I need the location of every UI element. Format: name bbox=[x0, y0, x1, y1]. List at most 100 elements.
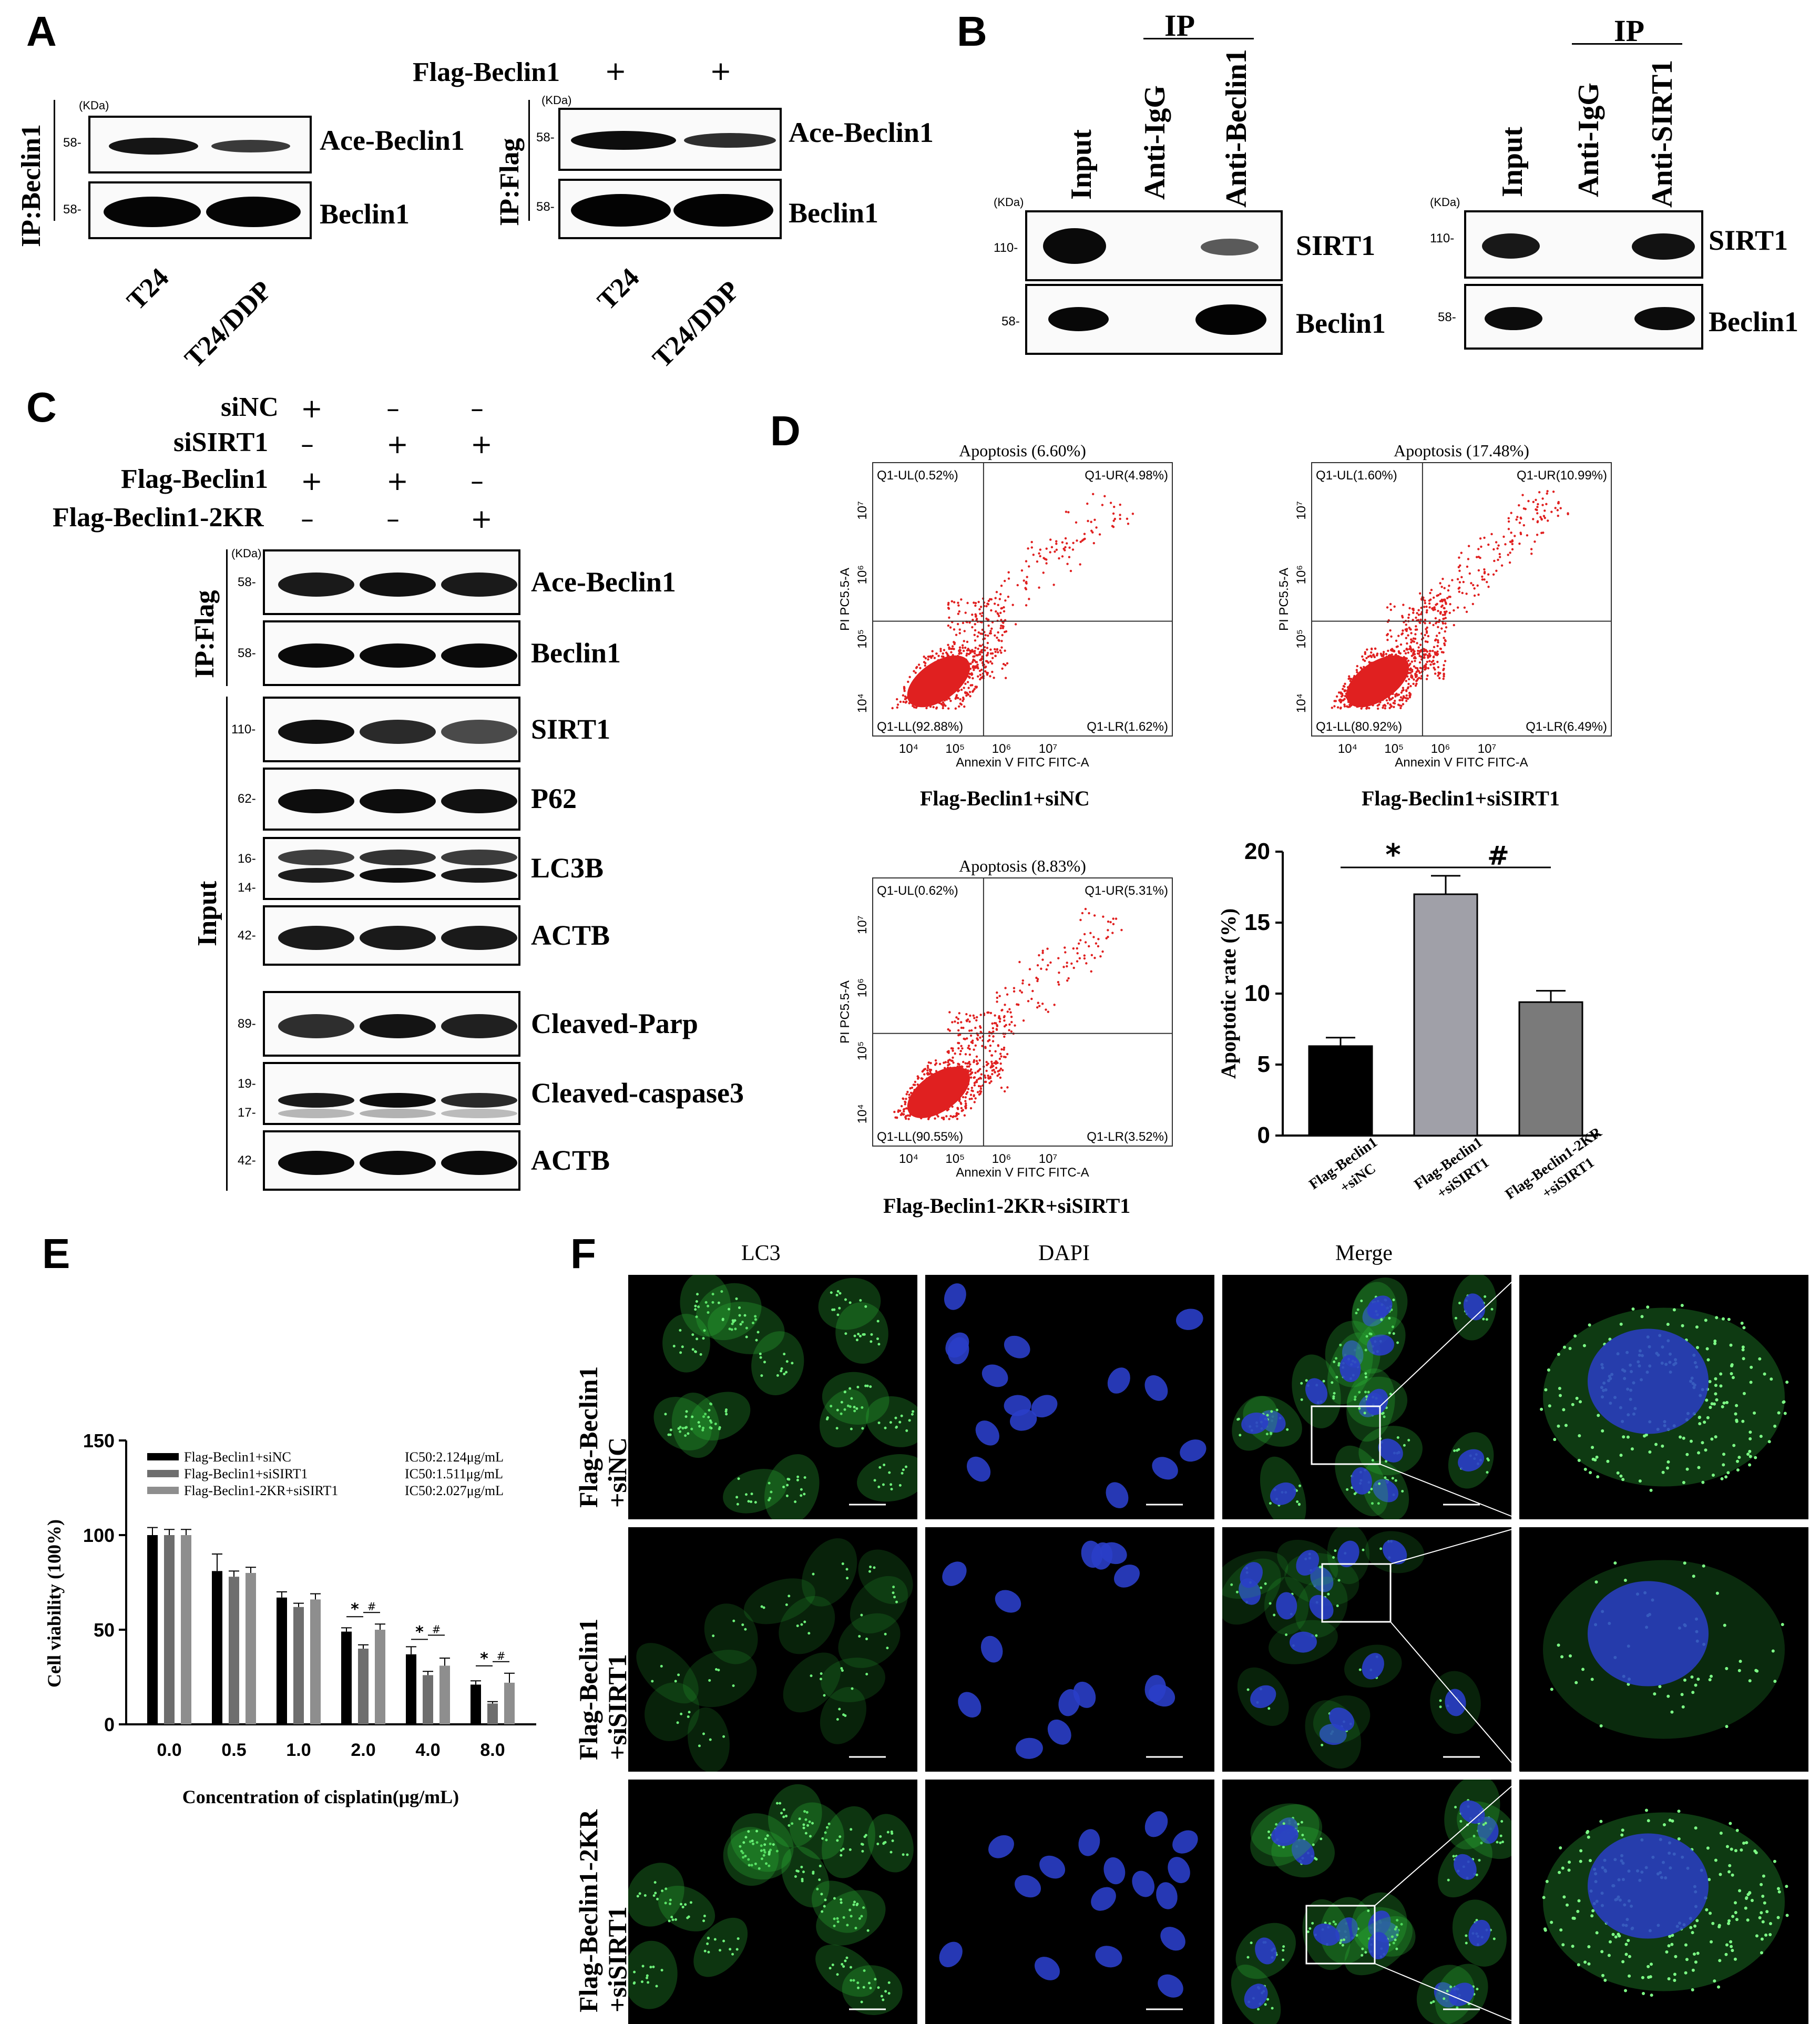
lc3-puncta bbox=[1705, 1908, 1709, 1911]
lc3-puncta bbox=[1583, 1467, 1587, 1471]
lc3-puncta bbox=[845, 1568, 848, 1571]
lc3-puncta bbox=[1305, 1379, 1308, 1382]
scatter-point bbox=[1443, 637, 1445, 639]
scatter-point bbox=[986, 647, 989, 649]
scatter-point bbox=[1515, 518, 1518, 521]
scatter-point bbox=[1490, 533, 1493, 536]
mw-b-right-1: 110- bbox=[1430, 231, 1455, 246]
scatter-point bbox=[1003, 1035, 1006, 1038]
scatter-point bbox=[1479, 557, 1481, 559]
lc3-puncta bbox=[669, 1433, 672, 1436]
nucleus bbox=[1291, 1839, 1315, 1865]
lc3-puncta bbox=[860, 1613, 863, 1617]
scatter-point bbox=[966, 652, 968, 655]
lc3-puncta bbox=[912, 1410, 915, 1413]
lc3-puncta bbox=[722, 1735, 725, 1738]
lc3-puncta bbox=[889, 1483, 893, 1486]
scatter-point bbox=[958, 1012, 960, 1015]
x-tick-label: 2.0 bbox=[351, 1740, 375, 1760]
scatter-point bbox=[976, 635, 979, 638]
lc3-puncta bbox=[883, 1841, 886, 1844]
ip-label-a-right: IP:Flag bbox=[495, 138, 525, 226]
scatter-point bbox=[913, 670, 915, 672]
scatter-point bbox=[1417, 649, 1419, 652]
nucleus bbox=[1144, 1375, 1168, 1401]
scatter-point bbox=[1502, 535, 1505, 538]
scatter-point bbox=[1414, 660, 1416, 662]
lc3-puncta bbox=[1690, 1675, 1694, 1679]
lc3-puncta bbox=[1391, 1477, 1394, 1480]
lc3-puncta bbox=[1354, 1395, 1357, 1398]
scatter-point bbox=[1045, 562, 1048, 565]
lc3-puncta bbox=[772, 1843, 775, 1846]
lc3-puncta bbox=[1770, 1377, 1773, 1381]
scatter-point bbox=[1030, 546, 1034, 549]
lc3-puncta bbox=[1745, 1841, 1749, 1845]
y-tick-label: 50 bbox=[94, 1619, 115, 1641]
scatter-point bbox=[1389, 629, 1392, 632]
scatter-point bbox=[973, 1095, 975, 1098]
scatter-point bbox=[1399, 652, 1402, 655]
input-label-c: Input bbox=[192, 881, 222, 946]
lc3-puncta bbox=[854, 1927, 857, 1929]
lc3-puncta bbox=[836, 1973, 839, 1976]
scatter-point bbox=[1519, 531, 1522, 534]
scatter-point bbox=[1447, 589, 1450, 592]
x-axis-label: Annexin V FITC FITC-A bbox=[1395, 755, 1528, 770]
lc3-puncta bbox=[794, 1500, 797, 1504]
scatter-point bbox=[1437, 594, 1440, 597]
scatter-point bbox=[1416, 678, 1419, 680]
scatter-point bbox=[956, 622, 959, 626]
scatter-point bbox=[1445, 626, 1448, 629]
scatter-point bbox=[1025, 560, 1028, 563]
band bbox=[360, 643, 436, 668]
scatter-point bbox=[973, 667, 976, 669]
scatter-point bbox=[1443, 664, 1445, 667]
lc3-puncta bbox=[796, 1870, 800, 1873]
scatter-point bbox=[1434, 639, 1437, 642]
lc3-puncta bbox=[1771, 1649, 1775, 1653]
scatter-point bbox=[1023, 579, 1025, 582]
lc3-puncta bbox=[1478, 1859, 1481, 1862]
legend-swatch bbox=[147, 1470, 179, 1477]
lc3-puncta bbox=[708, 1408, 711, 1412]
scatter-point bbox=[1458, 581, 1461, 584]
lc3-puncta bbox=[1630, 1447, 1634, 1451]
scatter-point bbox=[1000, 625, 1003, 627]
scatter-point bbox=[1441, 577, 1444, 580]
lc3-puncta bbox=[709, 1738, 712, 1741]
scatter-point bbox=[1439, 647, 1442, 650]
lc3-puncta bbox=[1736, 1459, 1740, 1463]
scatter-point bbox=[1425, 678, 1428, 680]
scatter-point bbox=[1408, 691, 1411, 694]
scatter-point bbox=[1113, 506, 1116, 508]
lc3-cell bbox=[866, 1396, 917, 1447]
lc3-puncta bbox=[1396, 1934, 1399, 1937]
lc3-puncta bbox=[702, 1426, 705, 1429]
nucleus bbox=[1103, 1857, 1126, 1885]
scatter-point bbox=[956, 1118, 959, 1120]
scatter-point bbox=[947, 1064, 949, 1067]
scatter-point bbox=[963, 640, 965, 642]
lc3-puncta bbox=[911, 1413, 914, 1416]
scatter-point bbox=[1567, 513, 1569, 516]
scatter-point bbox=[978, 1059, 981, 1062]
lc3-puncta bbox=[638, 1892, 641, 1895]
scatter-point bbox=[1424, 633, 1426, 637]
scatter-point bbox=[950, 600, 954, 603]
scatter-point bbox=[996, 1061, 999, 1065]
micro-image bbox=[1231, 1780, 1511, 2024]
lc3-puncta bbox=[1667, 1977, 1671, 1980]
lc3-puncta bbox=[1320, 1837, 1323, 1841]
scatter-point bbox=[929, 1072, 932, 1075]
scatter-point bbox=[1003, 610, 1006, 612]
scatter-point bbox=[969, 1076, 973, 1079]
scatter-point bbox=[902, 700, 905, 703]
lane-b-right-3: Anti-SIRT1 bbox=[1646, 59, 1679, 208]
lc3-puncta bbox=[891, 1839, 894, 1843]
row-label-c-2: Beclin1 bbox=[531, 637, 621, 669]
lc3-puncta bbox=[1571, 1945, 1574, 1948]
lc3-puncta bbox=[1486, 1457, 1489, 1460]
lc3-puncta bbox=[1759, 1435, 1763, 1438]
scatter-point bbox=[1028, 598, 1030, 600]
